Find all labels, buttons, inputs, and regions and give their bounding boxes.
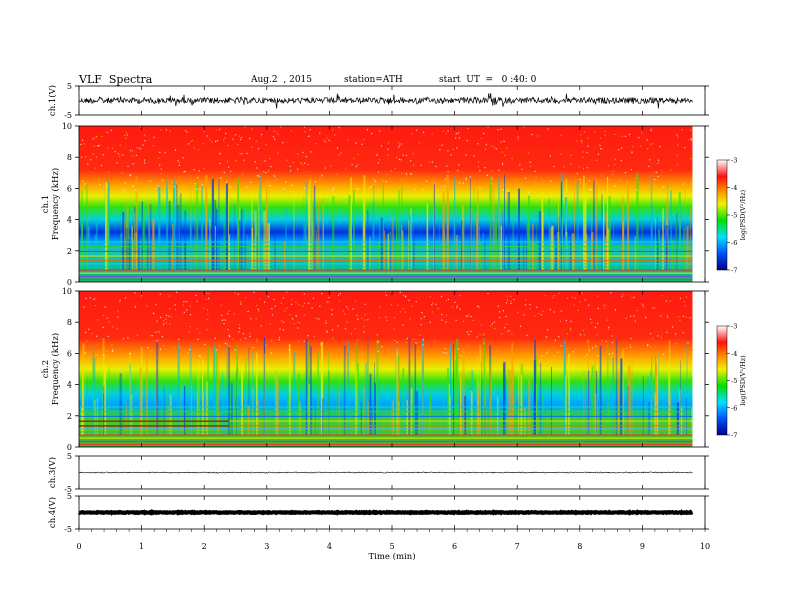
y-tick-label: 2	[67, 247, 72, 256]
y-tick-label: 8	[67, 318, 72, 327]
x-tick-label: 10	[700, 542, 710, 551]
y-tick-label: 8	[67, 153, 72, 162]
y-tick-label: 0	[67, 278, 72, 287]
trace-ch.4(V)	[78, 509, 694, 516]
y-tick-label: 6	[67, 349, 72, 358]
y-tick-label: 0	[67, 443, 72, 452]
trace-ch.1(V)	[78, 92, 693, 109]
y-axis-label: Frequency (kHz)	[50, 333, 61, 405]
y-tick-label: 5	[67, 82, 72, 91]
spectrogram-streaks	[79, 126, 693, 280]
trace-ch.3(V)	[78, 471, 693, 474]
start-time-label: start UT = 0 :40: 0	[439, 75, 537, 85]
colorbar-label: log(PSD(V²/Hz)	[739, 355, 747, 406]
y-axis-label: ch.1	[41, 195, 51, 213]
y-tick-label: 4	[67, 216, 72, 225]
colorbar-tick-label: -7	[731, 267, 737, 275]
y-tick-label: -5	[64, 111, 72, 120]
x-tick-label: 1	[139, 542, 144, 551]
x-tick-label: 8	[577, 542, 582, 551]
colorbar-tick-label: -3	[731, 157, 737, 165]
colorbar-tick-label: -5	[731, 377, 737, 385]
y-tick-label: 2	[67, 412, 72, 421]
x-tick-label: 4	[327, 542, 332, 551]
x-tick-label: 6	[452, 542, 457, 551]
plot-title: VLF Spectra	[79, 73, 153, 86]
date-label: Aug.2 , 2015	[251, 75, 312, 85]
x-tick-label: 3	[264, 542, 269, 551]
colorbar	[716, 325, 728, 436]
y-tick-label: -5	[64, 525, 72, 534]
x-tick-label: 0	[76, 542, 81, 551]
colorbar-tick-label: -6	[731, 239, 737, 247]
spectrogram-1	[79, 126, 693, 282]
y-tick-label: 4	[67, 381, 72, 390]
spectrogram-streaks	[79, 291, 694, 445]
x-tick-label: 9	[640, 542, 645, 551]
y-axis-label: ch.3(V)	[47, 457, 58, 488]
y-tick-label: 5	[67, 452, 72, 461]
x-axis-label: Time (min)	[368, 551, 415, 562]
colorbar-tick-label: -4	[731, 184, 737, 192]
colorbar-tick-label: -7	[731, 432, 737, 440]
colorbar-tick-label: -5	[731, 212, 737, 220]
y-axis-label: ch.2	[41, 360, 51, 378]
colorbar-tick-label: -3	[731, 323, 737, 331]
y-tick-label: 6	[67, 184, 72, 193]
colorbar-tick-label: -4	[731, 350, 737, 358]
y-tick-label: 5	[67, 492, 72, 501]
x-tick-label: 5	[389, 542, 394, 551]
colorbar	[716, 159, 728, 271]
station-label: station=ATH	[344, 75, 403, 85]
x-tick-label: 7	[515, 542, 520, 551]
y-axis-label: Frequency (kHz)	[50, 168, 61, 240]
y-tick-label: 10	[62, 122, 72, 131]
y-tick-label: 10	[62, 287, 72, 296]
colorbar-label: log(PSD(V²/Hz)	[739, 189, 747, 240]
y-axis-label: ch.1(V)	[47, 85, 58, 116]
y-tick-label: -5	[64, 485, 72, 494]
colorbar-tick-label: -6	[731, 404, 737, 412]
y-axis-label: ch.4(V)	[47, 497, 58, 528]
x-tick-label: 2	[202, 542, 207, 551]
